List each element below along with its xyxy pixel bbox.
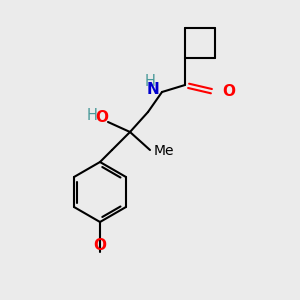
Text: N: N [146, 82, 159, 98]
Text: O: O [95, 110, 109, 125]
Text: H: H [87, 109, 98, 124]
Text: H: H [145, 74, 155, 89]
Text: O: O [222, 83, 235, 98]
Text: O: O [94, 238, 106, 253]
Text: Me: Me [154, 144, 175, 158]
